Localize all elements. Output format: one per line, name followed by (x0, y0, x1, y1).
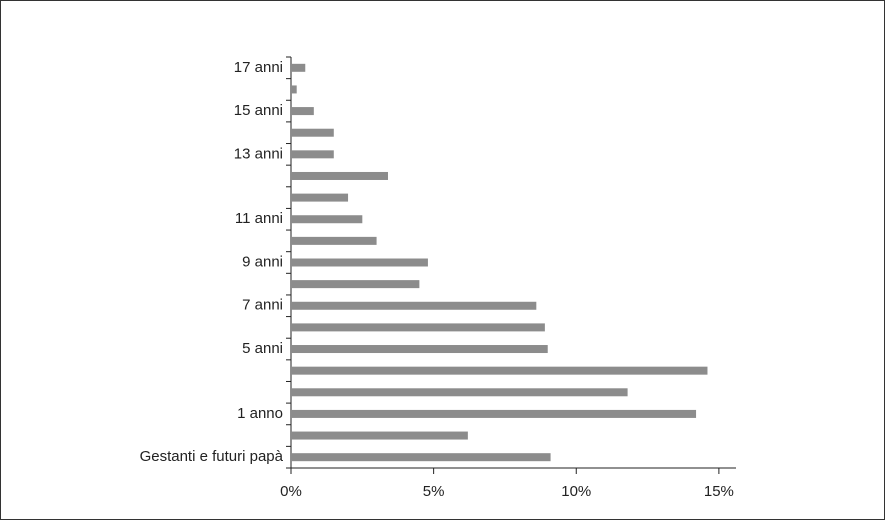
bar (291, 323, 545, 332)
bar (291, 409, 697, 418)
y-tick-label: 9 anni (242, 253, 283, 270)
y-tick-label: 13 anni (234, 145, 283, 162)
bar (291, 431, 468, 440)
x-tick-label: 5% (423, 483, 445, 500)
bar (291, 85, 297, 94)
x-tick-label: 0% (280, 483, 302, 500)
bar (291, 345, 548, 354)
y-tick-label: 17 anni (234, 59, 283, 76)
bar (291, 366, 708, 375)
bar (291, 193, 349, 202)
y-tick-label: 11 anni (235, 210, 283, 227)
bar (291, 301, 537, 310)
bar (291, 258, 428, 267)
bar (291, 150, 334, 159)
y-tick-label: 7 anni (242, 297, 283, 314)
bar (291, 453, 551, 462)
x-tick-label: 10% (561, 483, 591, 500)
bar (291, 236, 377, 245)
y-tick-label: 5 anni (242, 340, 283, 357)
bar (291, 215, 363, 224)
x-tick-label: 15% (704, 483, 734, 500)
y-tick-label: 1 anno (237, 405, 283, 422)
y-tick-label: Gestanti e futuri papà (140, 448, 284, 465)
bar (291, 107, 314, 116)
bar (291, 388, 628, 397)
bar (291, 171, 388, 180)
bar (291, 63, 306, 72)
bar (291, 280, 420, 289)
bar (291, 128, 334, 137)
y-tick-label: 15 anni (234, 102, 283, 119)
